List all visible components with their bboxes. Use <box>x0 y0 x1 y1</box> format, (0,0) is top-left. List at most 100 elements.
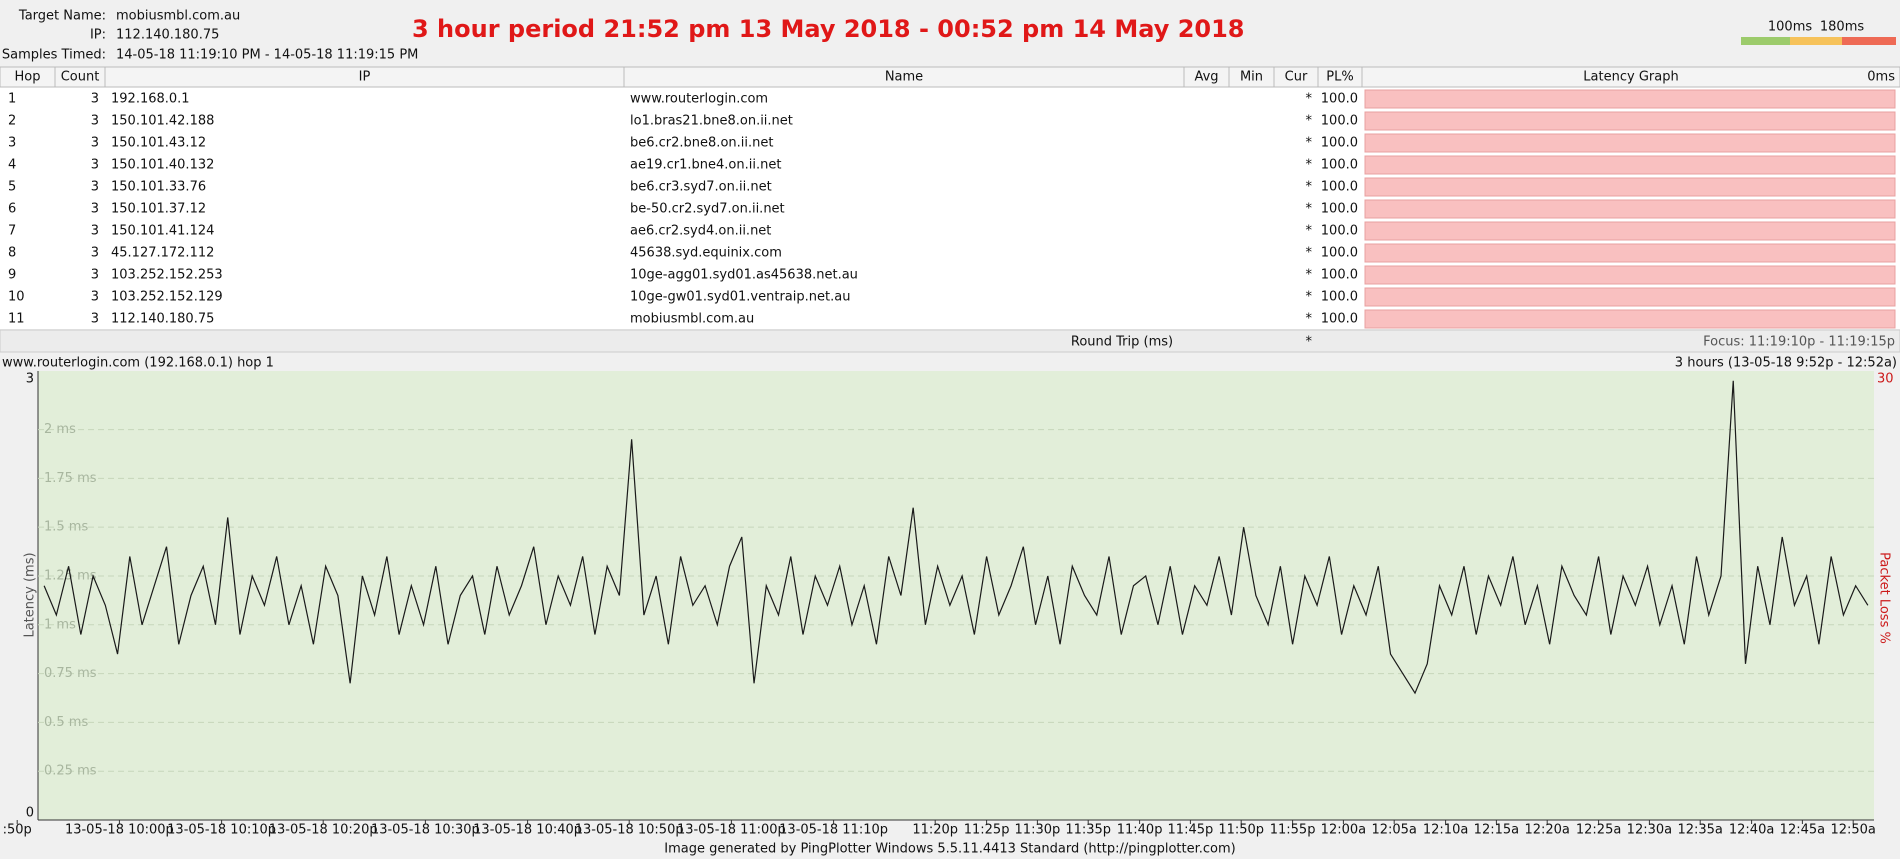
x-tick-label: 13-05-18 11:10p <box>779 823 888 838</box>
x-tick-label: 13-05-18 10:40p <box>473 823 582 838</box>
packet-loss: 100.0 <box>1321 268 1358 283</box>
host-name: 45638.syd.equinix.com <box>630 246 782 261</box>
hop: 8 <box>8 246 16 261</box>
value: 14-05-18 11:19:10 PM - 14-05-18 11:19:15… <box>116 48 418 63</box>
label: Target Name: <box>18 9 106 24</box>
count: 3 <box>91 158 99 173</box>
hop: 1 <box>8 92 16 107</box>
hop: 10 <box>8 290 25 305</box>
y-bottom-label: 0 <box>26 806 34 821</box>
latency-bar <box>1364 287 1896 307</box>
y-top-label: 3 <box>26 372 34 387</box>
ip: 112.140.180.75 <box>111 312 214 327</box>
count: 3 <box>91 136 99 151</box>
x-tick-label: 12:10a <box>1423 823 1468 838</box>
value: mobiusmbl.com.au <box>116 9 240 24</box>
ip: 150.101.40.132 <box>111 158 214 173</box>
x-tick-label: 11:45p <box>1168 823 1214 838</box>
column-header: Name <box>885 70 923 85</box>
y-label: Latency (ms) <box>23 552 38 637</box>
count: 3 <box>91 246 99 261</box>
x-tick-label: 12:25a <box>1576 823 1621 838</box>
latency-bar <box>1364 221 1896 241</box>
cur: * <box>1306 114 1313 129</box>
cur: * <box>1306 180 1313 195</box>
summary-cur: * <box>1306 335 1313 350</box>
scale-green <box>1741 37 1790 45</box>
cur: * <box>1306 202 1313 217</box>
latency-line <box>43 380 1869 695</box>
table-header <box>0 66 1900 88</box>
count: 3 <box>91 290 99 305</box>
label: IP: <box>90 28 106 43</box>
packet-loss: 100.0 <box>1321 290 1358 305</box>
x-tick-label: 11:55p <box>1270 823 1316 838</box>
ip: 150.101.37.12 <box>111 202 206 217</box>
x-tick-label: :50p <box>3 823 32 838</box>
ip: 150.101.33.76 <box>111 180 206 195</box>
y-tick-label: 0.75 ms <box>44 666 97 681</box>
cur: * <box>1306 92 1313 107</box>
x-tick-label: 12:00a <box>1321 823 1366 838</box>
count: 3 <box>91 312 99 327</box>
scale-orange <box>1790 37 1842 45</box>
hop: 4 <box>8 158 16 173</box>
ip: 192.168.0.1 <box>111 92 190 107</box>
scale-red <box>1842 37 1896 45</box>
ip: 150.101.41.124 <box>111 224 214 239</box>
host-name: 10ge-gw01.syd01.ventraip.net.au <box>630 290 850 305</box>
x-tick-label: 11:50p <box>1218 823 1264 838</box>
column-header: Avg <box>1194 70 1218 85</box>
host-name: lo1.bras21.bne8.on.ii.net <box>630 114 793 129</box>
count: 3 <box>91 268 99 283</box>
hop: 7 <box>8 224 16 239</box>
ip: 150.101.43.12 <box>111 136 206 151</box>
host-name: be6.cr3.syd7.on.ii.net <box>630 180 772 195</box>
host-name: 10ge-agg01.syd01.as45638.net.au <box>630 268 858 283</box>
x-tick-label: 12:05a <box>1371 823 1416 838</box>
packet-loss: 100.0 <box>1321 246 1358 261</box>
column-header: Cur <box>1285 70 1308 85</box>
ip: 45.127.172.112 <box>111 246 214 261</box>
cur: * <box>1306 224 1313 239</box>
cur: * <box>1306 136 1313 151</box>
count: 3 <box>91 202 99 217</box>
hop: 3 <box>8 136 16 151</box>
summary-row <box>0 329 1900 353</box>
chart-subtitle: 3 hours (13-05-18 9:52p - 12:52a) <box>1675 356 1897 371</box>
x-tick-label: 12:20a <box>1524 823 1569 838</box>
column-header: Count <box>61 70 100 85</box>
cur: * <box>1306 268 1313 283</box>
y-tick-label: 1 ms <box>44 617 76 632</box>
x-tick-label: 11:20p <box>912 823 958 838</box>
x-tick-label: 13-05-18 10:30p <box>371 823 480 838</box>
graph-zero: 0ms <box>1867 70 1895 85</box>
x-tick-label: 13-05-18 10:10p <box>167 823 276 838</box>
x-tick-label: 13-05-18 10:20p <box>269 823 378 838</box>
cur: * <box>1306 290 1313 305</box>
latency-bar <box>1364 199 1896 219</box>
y2-top-label: 30 <box>1877 372 1894 387</box>
scale-label: 100ms <box>1768 20 1812 35</box>
x-tick-label: 13-05-18 10:50p <box>575 823 684 838</box>
host-name: ae19.cr1.bne4.on.ii.net <box>630 158 781 173</box>
cur: * <box>1306 246 1313 261</box>
dynamic: Hop Count IP Name Avg Min Cur PL% Latency Graph 1… <box>3 67 1900 838</box>
packet-loss: 100.0 <box>1321 136 1358 151</box>
latency-bar <box>1364 177 1896 197</box>
count: 3 <box>91 180 99 195</box>
host-name: www.routerlogin.com <box>630 92 768 107</box>
column-header: Min <box>1240 70 1263 85</box>
packet-loss: 100.0 <box>1321 180 1358 195</box>
latency-bar <box>1364 309 1896 329</box>
value: 112.140.180.75 <box>116 28 219 43</box>
footer: Image generated by PingPlotter Windows 5… <box>664 842 1235 857</box>
x-tick-label: 12:30a <box>1627 823 1672 838</box>
column-header: IP <box>359 70 371 85</box>
y-tick-label: 1.75 ms <box>44 471 97 486</box>
packet-loss: 100.0 <box>1321 224 1358 239</box>
chart-title: www.routerlogin.com (192.168.0.1) hop 1 <box>2 356 274 371</box>
x-tick-label: 13-05-18 11:00p <box>677 823 786 838</box>
